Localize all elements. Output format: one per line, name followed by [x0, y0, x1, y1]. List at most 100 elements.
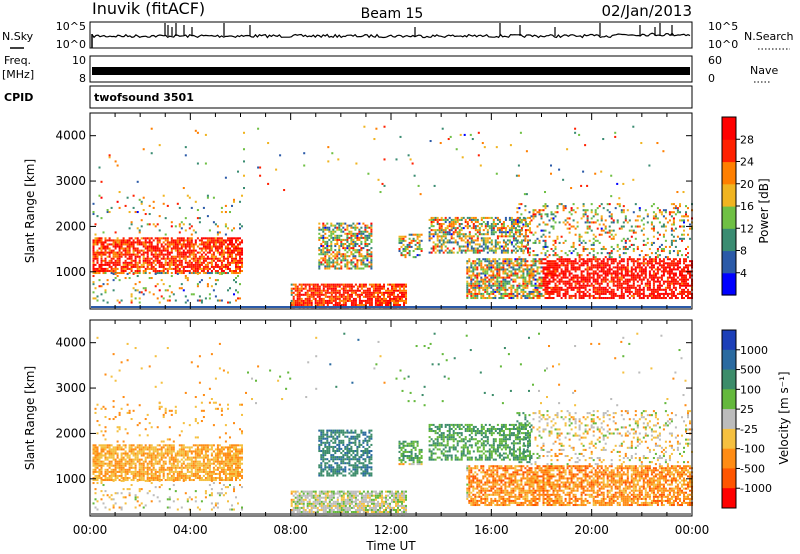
heatmap-cell	[604, 286, 607, 289]
heatmap-cell	[302, 287, 305, 290]
heatmap-cell	[612, 262, 615, 265]
heatmap-cell	[446, 247, 449, 250]
heatmap-cell	[324, 302, 327, 305]
heatmap-cell	[552, 239, 555, 242]
heatmap-cell	[588, 268, 591, 271]
heatmap-cell	[134, 249, 137, 252]
heatmap-cell	[604, 274, 607, 277]
heatmap-cell	[466, 245, 469, 248]
heatmap-cell	[610, 245, 613, 248]
heatmap-cell	[188, 245, 191, 248]
heatmap-cell	[492, 288, 495, 291]
heatmap-cell	[300, 283, 303, 286]
heatmap-cell	[564, 294, 567, 297]
heatmap-cell	[586, 282, 589, 285]
heatmap-cell	[354, 232, 357, 235]
heatmap-cell	[444, 218, 447, 221]
heatmap-cell	[646, 297, 649, 300]
heatmap-cell	[198, 261, 201, 264]
heatmap-cell	[576, 262, 579, 265]
heatmap-cell	[558, 256, 561, 259]
heatmap-cell	[172, 239, 175, 242]
heatmap-cell	[334, 224, 337, 227]
heatmap-cell	[144, 261, 147, 264]
heatmap-cell	[498, 286, 501, 289]
heatmap-cell	[478, 260, 481, 263]
heatmap-cell	[514, 260, 517, 263]
heatmap-cell	[472, 292, 475, 295]
heatmap-cell	[504, 262, 507, 265]
heatmap-cell	[144, 287, 147, 290]
heatmap-cell	[544, 245, 547, 248]
heatmap-cell	[180, 247, 183, 250]
heatmap-cell	[578, 276, 581, 279]
heatmap-cell	[568, 294, 571, 297]
heatmap-cell	[572, 276, 575, 279]
heatmap-cell	[594, 209, 597, 212]
heatmap-cell	[385, 291, 388, 294]
heatmap-cell	[237, 265, 240, 268]
heatmap-cell	[298, 289, 301, 292]
heatmap-cell	[570, 266, 573, 269]
heatmap-cell	[618, 286, 621, 289]
heatmap-cell	[204, 263, 207, 266]
heatmap-cell	[664, 211, 667, 214]
heatmap-cell	[166, 263, 169, 266]
heatmap-cell	[506, 231, 509, 234]
heatmap-cell	[628, 297, 631, 300]
heatmap-cell	[158, 249, 161, 252]
heatmap-cell	[506, 264, 509, 267]
heatmap-cell	[668, 292, 671, 295]
heatmap-cell	[346, 263, 349, 266]
heatmap-cell	[506, 272, 509, 275]
heatmap-cell	[118, 245, 121, 248]
heatmap-cell	[377, 297, 380, 300]
heatmap-cell	[510, 225, 513, 228]
heatmap-cell	[572, 209, 575, 212]
heatmap-cell	[556, 268, 559, 271]
heatmap-cell	[336, 253, 339, 256]
heatmap-cell	[544, 252, 547, 255]
heatmap-cell	[379, 291, 382, 294]
heatmap-cell	[368, 295, 371, 298]
heatmap-cell	[650, 258, 653, 261]
heatmap-cell	[572, 245, 575, 248]
heatmap-cell	[233, 198, 236, 201]
heatmap-cell	[632, 276, 635, 279]
heatmap-cell	[146, 237, 149, 240]
heatmap-cell	[622, 266, 625, 269]
heatmap-cell	[660, 213, 663, 216]
heatmap-cell	[332, 283, 335, 286]
heatmap-cell	[202, 265, 205, 268]
heatmap-cell	[102, 231, 105, 234]
heatmap-cell	[506, 268, 509, 271]
heatmap-cell	[618, 278, 621, 281]
heatmap-cell	[314, 293, 317, 296]
heatmap-cell	[158, 229, 161, 232]
heatmap-cell	[683, 229, 686, 232]
heatmap-cell	[132, 272, 135, 275]
heatmap-cell	[96, 255, 99, 258]
heatmap-cell	[308, 285, 311, 288]
heatmap-cell	[346, 240, 349, 243]
heatmap-cell	[404, 256, 407, 259]
heatmap-cell	[600, 278, 603, 281]
heatmap-cell	[214, 247, 217, 250]
heatmap-cell	[564, 252, 567, 255]
heatmap-cell	[524, 290, 527, 293]
heatmap-cell	[612, 280, 615, 283]
heatmap-cell	[436, 249, 439, 252]
heatmap-cell	[235, 239, 238, 242]
heatmap-cell	[148, 261, 151, 264]
heatmap-cell	[377, 285, 380, 288]
heatmap-cell	[468, 243, 471, 246]
heatmap-cell	[231, 237, 234, 240]
heatmap-cell	[470, 290, 473, 293]
heatmap-cell	[243, 160, 246, 163]
heatmap-cell	[182, 255, 185, 258]
heatmap-cell	[618, 262, 621, 265]
heatmap-cell	[186, 277, 189, 280]
heatmap-cell	[385, 299, 388, 302]
heatmap-cell	[142, 293, 145, 296]
heatmap-cell	[176, 253, 179, 256]
